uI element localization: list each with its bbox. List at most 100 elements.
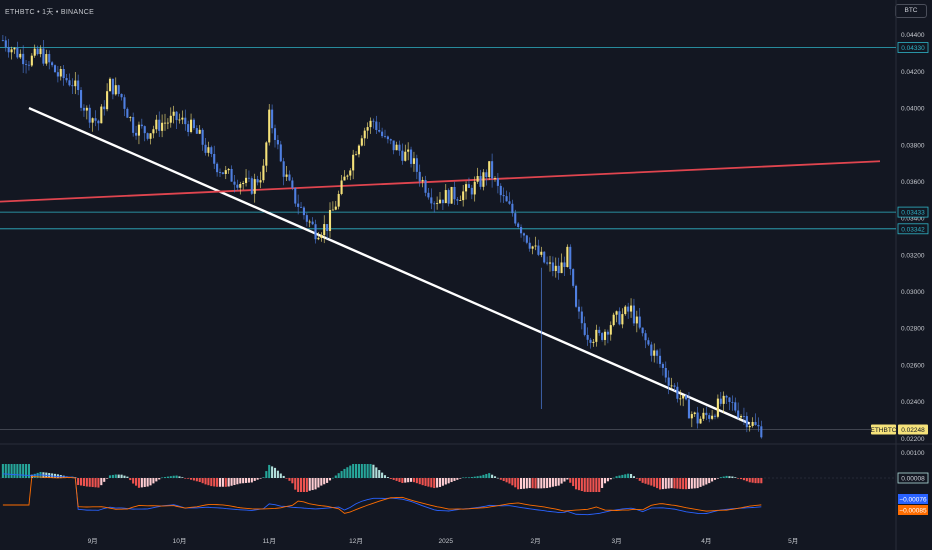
macd-histogram-bar: [369, 464, 372, 478]
macd-histogram-bar: [748, 478, 751, 483]
macd-histogram-bar: [311, 478, 314, 491]
candle: [80, 87, 83, 112]
candle: [242, 180, 245, 190]
x-tick-label: 9月: [88, 537, 98, 545]
macd-histogram-bar: [453, 478, 456, 481]
candle: [74, 72, 77, 95]
macd-histogram-bar: [647, 478, 650, 485]
macd-histogram-bar: [195, 478, 198, 482]
candle: [53, 64, 57, 73]
macd-histogram-bar: [702, 478, 705, 486]
candle-body: [415, 158, 418, 172]
candle-body: [190, 119, 193, 132]
candle-body: [117, 85, 120, 94]
macd-histogram-bar: [491, 474, 494, 478]
candle-body: [647, 340, 650, 345]
candle: [702, 408, 705, 422]
macd-histogram-bar: [499, 478, 502, 480]
candle-body: [181, 117, 184, 120]
macd-histogram-bar: [583, 478, 586, 492]
candle: [143, 125, 146, 142]
candle-body: [693, 412, 696, 415]
candle-body: [137, 124, 140, 136]
macd-histogram-bar: [656, 478, 659, 489]
candle: [693, 411, 696, 417]
candle: [569, 244, 572, 276]
candle: [192, 118, 195, 130]
candle-body: [291, 180, 294, 188]
candle-body: [699, 418, 702, 424]
candle-body: [476, 176, 479, 182]
macd-histogram-bar: [16, 464, 19, 478]
macd-histogram-bar: [239, 478, 242, 484]
candle: [630, 298, 633, 318]
candle-body: [4, 40, 7, 47]
macd-histogram-bar: [106, 478, 109, 479]
macd-histogram-bar: [111, 474, 114, 478]
candle-body: [366, 127, 369, 131]
candle: [383, 129, 387, 139]
candle: [19, 49, 22, 60]
candle: [100, 104, 103, 124]
candle: [737, 402, 740, 420]
candle: [117, 84, 120, 97]
candle: [641, 327, 644, 337]
candle: [106, 83, 109, 112]
candle: [355, 151, 358, 156]
candle: [328, 202, 332, 238]
candle-body: [725, 395, 728, 398]
candle-body: [82, 107, 85, 111]
candle-body: [143, 126, 146, 134]
last-price-badge: [898, 424, 928, 435]
candle-body: [467, 184, 470, 188]
macd-histogram-bar: [129, 478, 132, 481]
macd-histogram-bar: [580, 478, 583, 492]
candle: [10, 46, 13, 60]
hline-badge: [897, 223, 929, 235]
candle: [85, 105, 88, 120]
candle-body: [288, 174, 291, 181]
candle: [433, 201, 436, 213]
candle-body: [314, 224, 317, 240]
candle-body: [621, 314, 624, 325]
candle-body: [748, 425, 751, 428]
macd-histogram-bar: [1, 464, 4, 478]
macd-histogram-bar: [77, 478, 80, 486]
candle: [505, 190, 508, 202]
candle-body: [687, 399, 690, 419]
candle: [392, 140, 395, 155]
candle-body: [520, 226, 523, 234]
y-tick-label: 0.02800: [901, 326, 925, 333]
candle-body: [140, 124, 143, 127]
macd-histogram-bar: [19, 464, 22, 478]
macd-histogram-bar: [349, 465, 352, 478]
candle: [632, 298, 635, 326]
candle-body: [111, 78, 114, 95]
candle: [592, 339, 595, 347]
candle: [586, 327, 589, 346]
macd-histogram-bar: [751, 478, 754, 483]
candle: [754, 413, 757, 426]
macd-histogram-bar: [366, 464, 369, 478]
macd-histogram-bar: [355, 464, 358, 478]
candle-body: [537, 245, 540, 255]
macd-histogram-bar: [372, 464, 375, 478]
y-tick-label: 0.04200: [901, 69, 925, 76]
candle: [250, 176, 253, 196]
candle-body: [51, 62, 54, 66]
macd-histogram-bar: [85, 478, 88, 487]
candle-body: [273, 128, 277, 140]
macd-histogram-bar: [221, 478, 224, 487]
macd-histogram-bar: [323, 478, 326, 485]
candle: [748, 424, 751, 432]
macd-histogram-bar: [279, 473, 282, 478]
macd-histogram-bar: [670, 478, 673, 489]
macd-histogram-bar: [375, 467, 378, 478]
candle-body: [91, 118, 94, 123]
candle: [514, 209, 517, 226]
candle-body: [705, 412, 708, 416]
macd-histogram-bar: [149, 478, 152, 486]
macd-histogram-bar: [595, 478, 598, 492]
y-tick-label: 0.04400: [901, 32, 925, 39]
